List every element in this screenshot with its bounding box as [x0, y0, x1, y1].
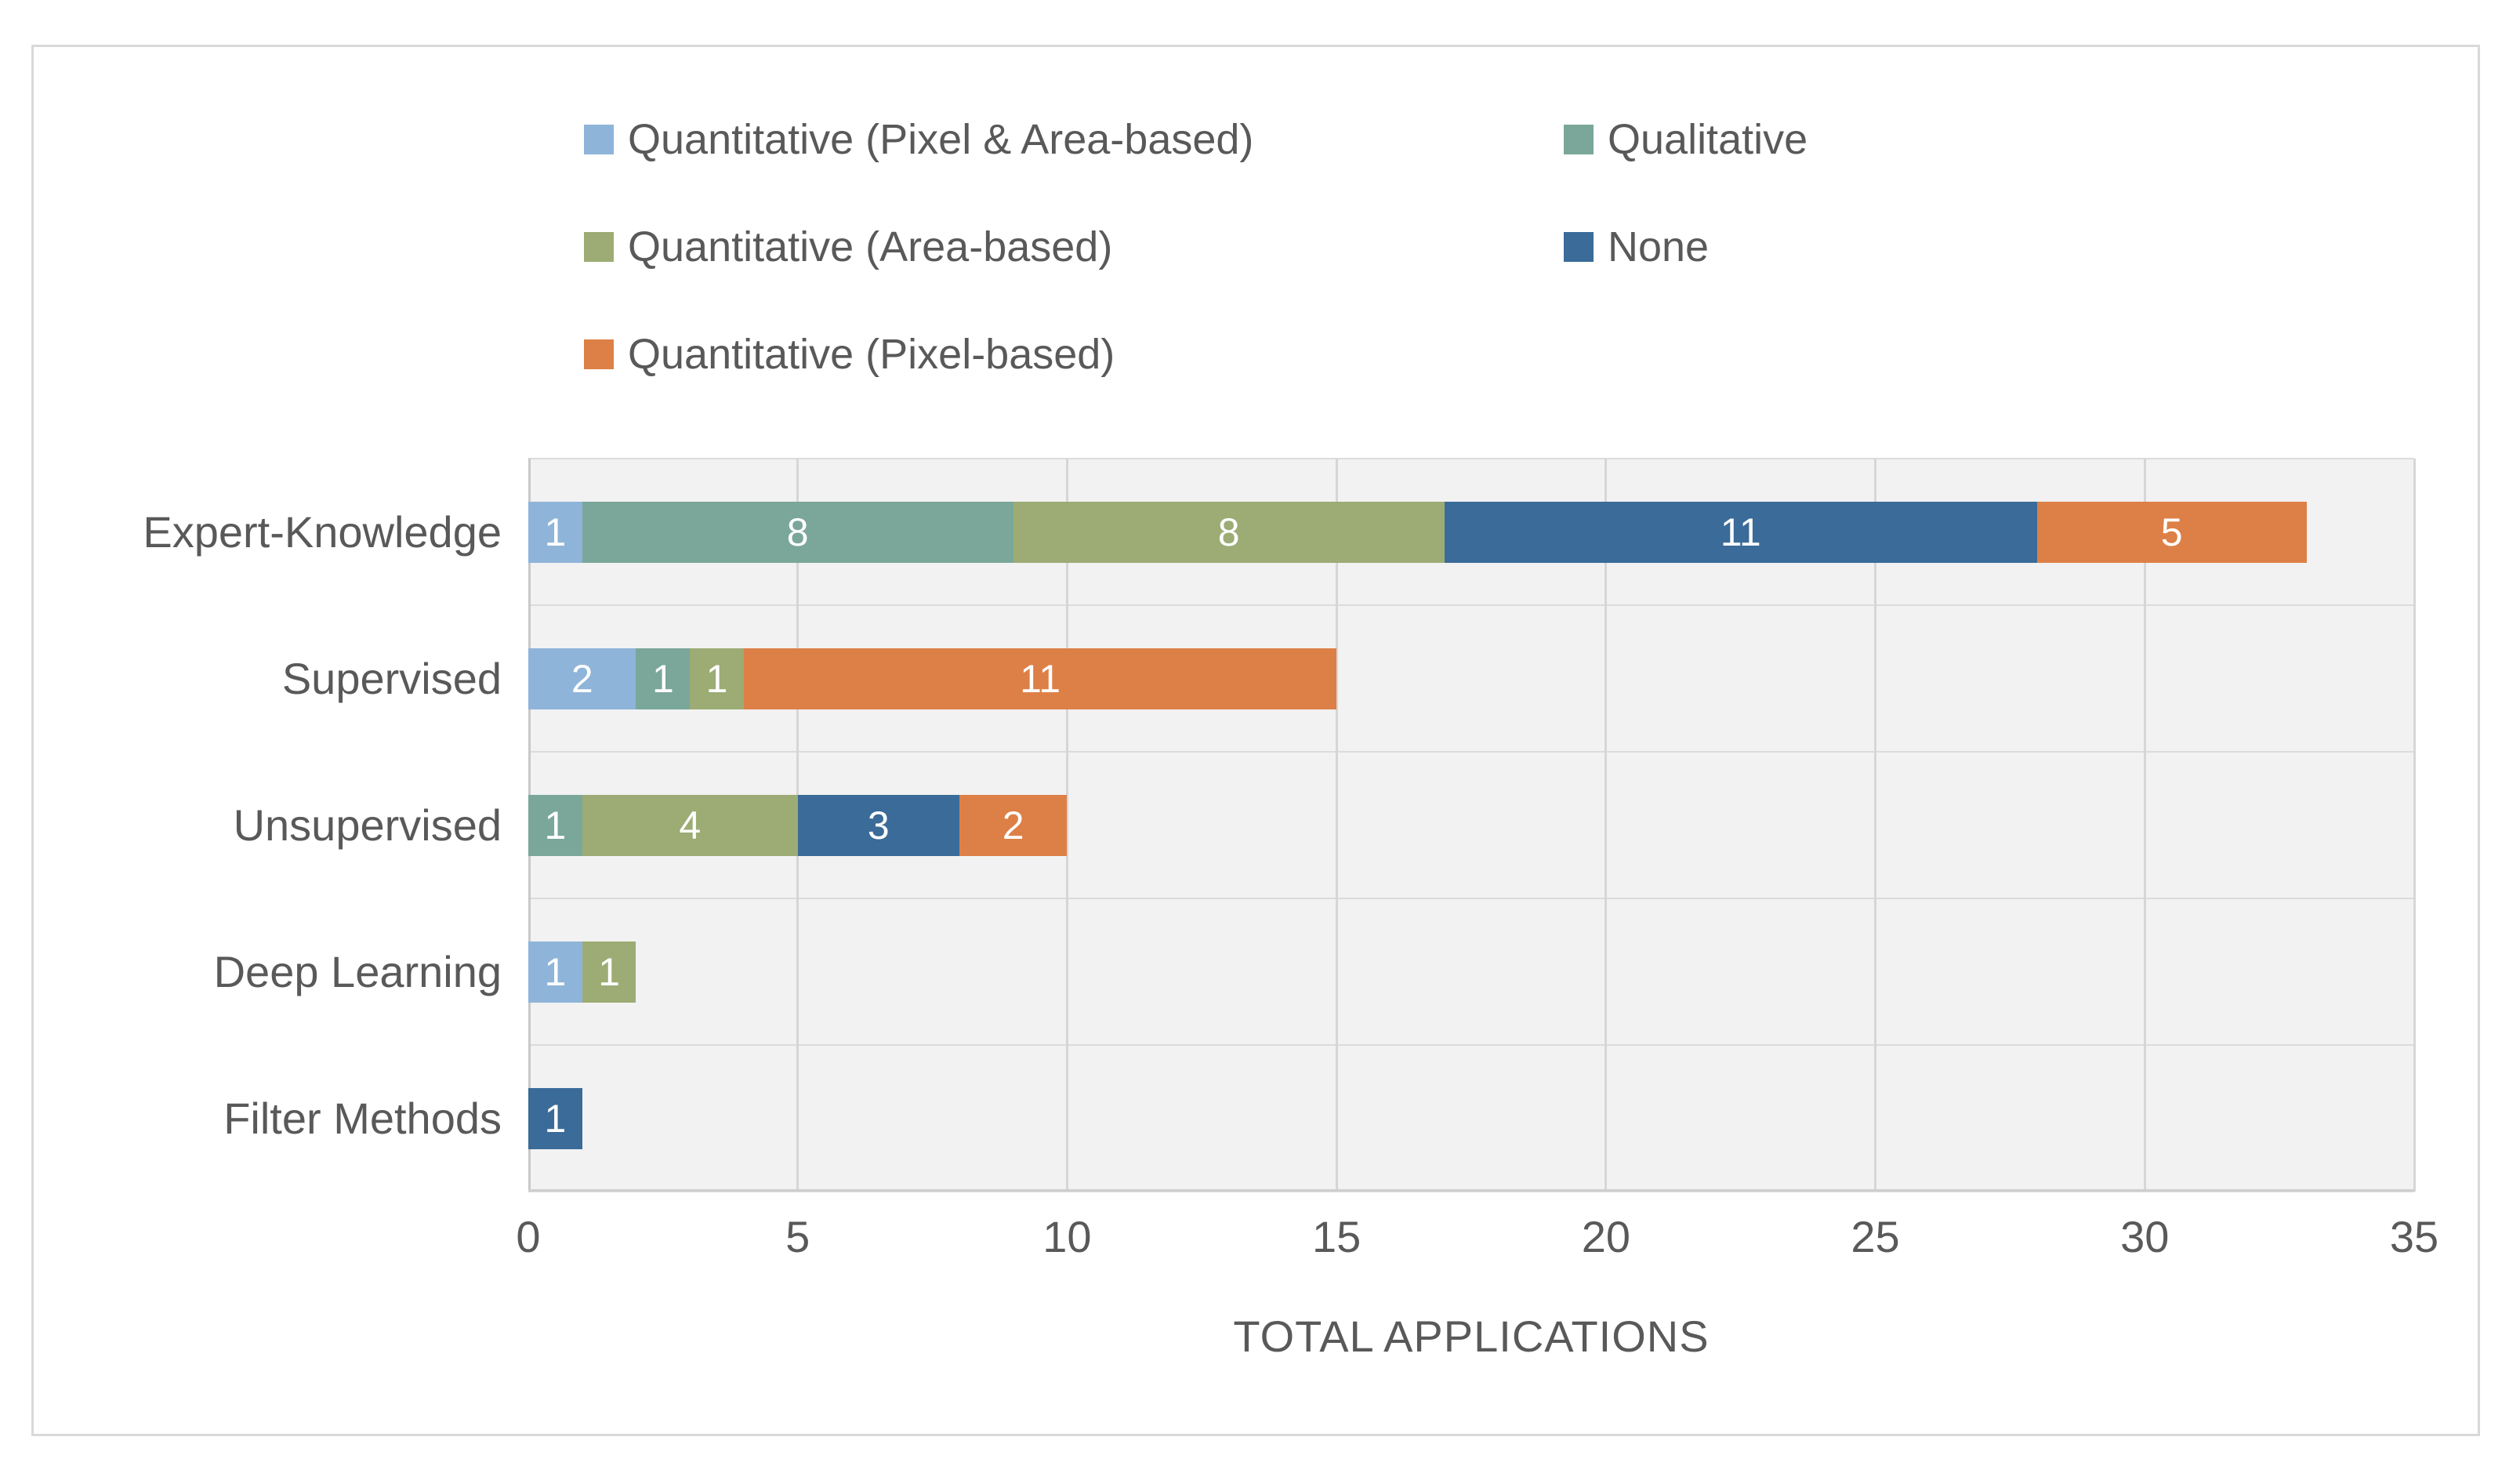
data-label: 8: [1217, 510, 1240, 554]
x-axis-tick-label: 35: [2389, 1212, 2439, 1261]
data-label: 11: [1020, 656, 1061, 701]
category-label: Supervised: [281, 654, 502, 703]
bar-segment: 5: [2036, 501, 2307, 563]
vertical-gridline: [1874, 459, 1877, 1192]
legend-label: None: [1608, 223, 1710, 270]
vertical-gridline: [2413, 459, 2416, 1192]
data-label: 1: [544, 949, 567, 994]
bar-segment: 1: [690, 648, 744, 709]
x-axis-tick-label: 5: [785, 1212, 810, 1261]
bar-segment: 1: [528, 941, 582, 1003]
legend-swatch: [1564, 125, 1594, 154]
x-axis-tick-label: 15: [1311, 1212, 1362, 1261]
x-axis-tick-label: 30: [2120, 1212, 2170, 1261]
x-axis-tick-label: 25: [1851, 1212, 1900, 1261]
category-label: Filter Methods: [223, 1094, 502, 1143]
horizontal-gridline: [528, 458, 2414, 459]
bar-segment: 1: [636, 648, 691, 709]
bar-segment: 4: [582, 794, 798, 856]
bar-segment: 8: [582, 501, 1013, 563]
bar-segment: 1: [528, 1087, 582, 1149]
x-axis-tick-label: 10: [1042, 1212, 1092, 1261]
plot-area: 1 8 8 11 5 2 1 1 11 1 4 3 2 1 1 1: [528, 458, 2416, 1192]
x-axis-line: [528, 1189, 2414, 1192]
bar-segment: 2: [528, 648, 636, 709]
bar-segment: 1: [528, 794, 582, 856]
horizontal-gridline: [528, 604, 2414, 606]
category-label: Expert-Knowledge: [143, 507, 502, 557]
bar-segment: 2: [959, 794, 1068, 856]
legend-item: Qualitative: [1564, 116, 1808, 163]
horizontal-gridline: [528, 1191, 2414, 1192]
bar-segment: 1: [528, 501, 582, 563]
data-label: 8: [786, 510, 809, 554]
x-axis-tick-label: 20: [1581, 1212, 1630, 1261]
vertical-gridline: [1604, 459, 1608, 1192]
horizontal-gridline: [528, 898, 2414, 899]
data-label: 2: [571, 656, 593, 701]
data-label: 1: [598, 949, 620, 994]
legend-item: Quantitative (Area-based): [584, 223, 1113, 270]
data-label: 1: [544, 803, 567, 847]
data-label: 4: [679, 803, 702, 847]
bar-row: 1 4 3 2: [528, 794, 2414, 856]
vertical-gridline: [2143, 459, 2146, 1192]
legend-swatch: [1564, 232, 1594, 262]
bar-segment: 3: [797, 794, 959, 856]
x-axis-tick-label: 0: [516, 1212, 541, 1261]
category-label: Deep Learning: [213, 947, 502, 996]
legend-label: Quantitative (Area-based): [628, 223, 1113, 270]
data-label: 11: [1720, 510, 1761, 554]
bar-row: 1: [528, 1087, 2414, 1149]
vertical-gridline: [1065, 459, 1068, 1192]
legend-swatch: [584, 125, 614, 154]
bar-segment: 11: [1444, 501, 2037, 563]
data-label: 3: [867, 803, 890, 847]
bar-segment: 1: [582, 941, 636, 1003]
data-label: 1: [544, 1096, 567, 1141]
horizontal-gridline: [528, 1044, 2414, 1046]
bar-segment: 11: [743, 648, 1337, 709]
legend-item: Quantitative (Pixel & Area-based): [584, 116, 1254, 163]
data-label: 5: [2160, 510, 2183, 554]
vertical-gridline: [1335, 459, 1338, 1192]
legend-swatch: [584, 232, 614, 262]
data-label: 1: [544, 510, 567, 554]
data-label: 2: [1002, 803, 1024, 847]
bar-segment: 8: [1013, 501, 1445, 563]
bar-row: 1 8 8 11 5: [528, 501, 2414, 563]
legend-swatch: [584, 339, 614, 369]
legend-item: Quantitative (Pixel-based): [584, 331, 1115, 378]
bar-row: 2 1 1 11: [528, 648, 2414, 709]
legend-label: Quantitative (Pixel-based): [628, 331, 1115, 378]
data-label: 1: [705, 656, 728, 701]
legend-item: None: [1564, 223, 1710, 270]
horizontal-gridline: [528, 751, 2414, 753]
legend-label: Qualitative: [1608, 116, 1808, 163]
legend-label: Quantitative (Pixel & Area-based): [628, 116, 1254, 163]
x-axis-title: TOTAL APPLICATIONS: [1233, 1312, 1710, 1361]
category-label: Unsupervised: [233, 800, 502, 850]
data-label: 1: [651, 656, 674, 701]
